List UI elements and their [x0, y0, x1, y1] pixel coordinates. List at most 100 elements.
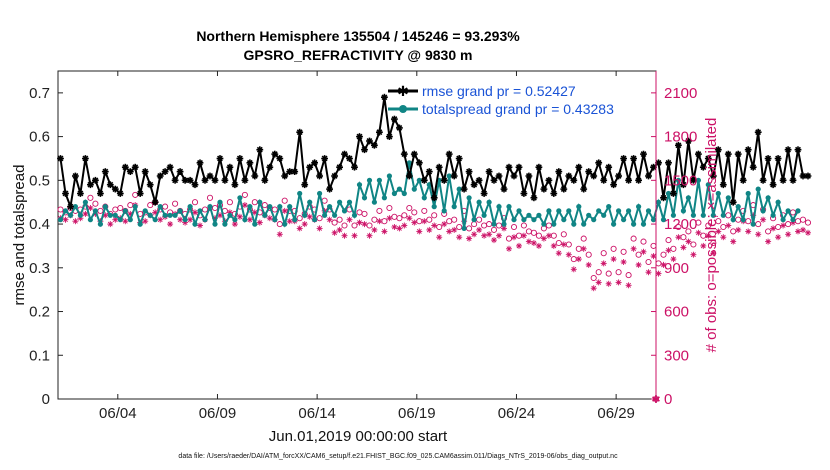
totalspread-point — [167, 212, 173, 218]
possible-obs-point — [545, 222, 552, 229]
rmse-point — [635, 176, 642, 184]
totalspread-point — [177, 208, 183, 214]
rmse-point — [749, 163, 757, 171]
rmse-point — [326, 185, 333, 193]
possible-obs-point — [201, 206, 209, 213]
y-axis-left-label: rmse and totalspread — [11, 165, 28, 306]
assimilated-obs-point — [356, 219, 363, 226]
rmse-point — [396, 124, 403, 132]
rmse-point — [605, 163, 613, 171]
rmse-point — [804, 172, 812, 180]
totalspread-point — [317, 190, 323, 197]
possible-obs-point — [775, 223, 782, 231]
rmse-point — [460, 185, 468, 193]
rmse-point — [734, 150, 742, 158]
totalspread-point — [356, 182, 363, 188]
totalspread-point — [655, 199, 662, 205]
totalspread-point — [645, 208, 652, 214]
rmse-point — [630, 155, 637, 162]
totalspread-point — [631, 221, 637, 227]
totalspread-point — [117, 217, 123, 223]
assimilated-obs-point — [386, 215, 393, 222]
x-axis-label: Jun.01,2019 00:00:00 start — [269, 428, 448, 445]
possible-obs-point — [431, 212, 438, 219]
possible-obs-point — [610, 245, 617, 252]
totalspread-point — [381, 195, 387, 201]
assimilated-obs-point — [236, 213, 243, 220]
assimilated-obs-point — [157, 216, 164, 223]
assimilated-obs-point — [695, 229, 702, 236]
totalspread-point — [581, 221, 587, 227]
assimilated-obs-point — [775, 234, 782, 241]
possible-obs-point — [361, 210, 368, 217]
possible-obs-point — [376, 207, 383, 214]
assimilated-obs-point — [331, 229, 338, 236]
totalspread-point — [97, 221, 103, 227]
totalspread-point — [695, 177, 702, 183]
rmse-point — [754, 128, 762, 136]
assimilated-obs-point — [276, 231, 283, 238]
rmse-point — [495, 172, 503, 180]
totalspread-point — [571, 221, 577, 227]
possible-obs-point — [789, 209, 797, 216]
possible-obs-point — [386, 204, 393, 212]
assimilated-obs-point — [486, 231, 493, 238]
y-left-tick-label: 0 — [42, 391, 50, 408]
assimilated-obs-point — [530, 240, 537, 246]
totalspread-point — [650, 217, 657, 223]
assimilated-obs-point — [575, 256, 582, 263]
rmse-point — [704, 155, 712, 162]
rmse-point — [176, 168, 184, 175]
totalspread-point — [232, 217, 238, 223]
rmse-point — [555, 168, 563, 175]
rmse-point — [670, 190, 677, 197]
totalspread-point — [396, 186, 402, 192]
totalspread-point — [162, 212, 168, 218]
assimilated-obs-point — [635, 261, 642, 268]
possible-obs-point — [336, 216, 343, 223]
rmse-point — [266, 163, 274, 171]
series-rmse — [57, 93, 812, 211]
assimilated-obs-point — [381, 228, 388, 235]
assimilated-obs-point — [197, 222, 203, 229]
possible-obs-point — [585, 251, 592, 258]
totalspread-point — [212, 221, 218, 227]
totalspread-point — [242, 217, 248, 223]
rmse-point — [640, 150, 647, 158]
assimilated-obs-point — [396, 225, 403, 232]
totalspread-point — [675, 177, 682, 183]
possible-obs-point — [366, 222, 373, 229]
assimilated-obs-point — [700, 242, 707, 249]
y-right-tick-label: 900 — [664, 260, 689, 277]
totalspread-point — [376, 177, 382, 183]
rmse-point — [97, 190, 104, 197]
totalspread-point — [451, 204, 457, 210]
assimilated-obs-point — [600, 260, 607, 267]
assimilated-obs-point — [376, 218, 383, 225]
assimilated-obs-point — [491, 237, 497, 244]
possible-obs-point — [87, 194, 94, 201]
assimilated-obs-point — [680, 244, 687, 251]
possible-obs-point — [421, 207, 428, 214]
assimilated-obs-point — [401, 222, 408, 229]
rmse-point — [714, 146, 722, 154]
possible-obs-point — [371, 216, 378, 223]
rmse-point — [121, 163, 129, 171]
assimilated-obs-point — [177, 216, 184, 223]
rmse-point — [515, 163, 523, 171]
possible-obs-point — [765, 228, 772, 235]
totalspread-point — [680, 208, 687, 214]
assimilated-obs-point — [710, 250, 717, 257]
rmse-point — [445, 150, 453, 158]
possible-obs-point — [615, 269, 622, 276]
rmse-point — [480, 190, 488, 197]
totalspread-point — [87, 217, 93, 223]
rmse-point — [425, 168, 433, 175]
assimilated-obs-point — [525, 238, 532, 245]
possible-obs-point — [595, 269, 602, 276]
assimilated-obs-point — [431, 222, 438, 229]
possible-obs-point — [799, 216, 807, 223]
assimilated-obs-point — [436, 234, 443, 241]
x-tick-label: 06/04 — [99, 405, 137, 422]
totalspread-point — [640, 221, 647, 227]
